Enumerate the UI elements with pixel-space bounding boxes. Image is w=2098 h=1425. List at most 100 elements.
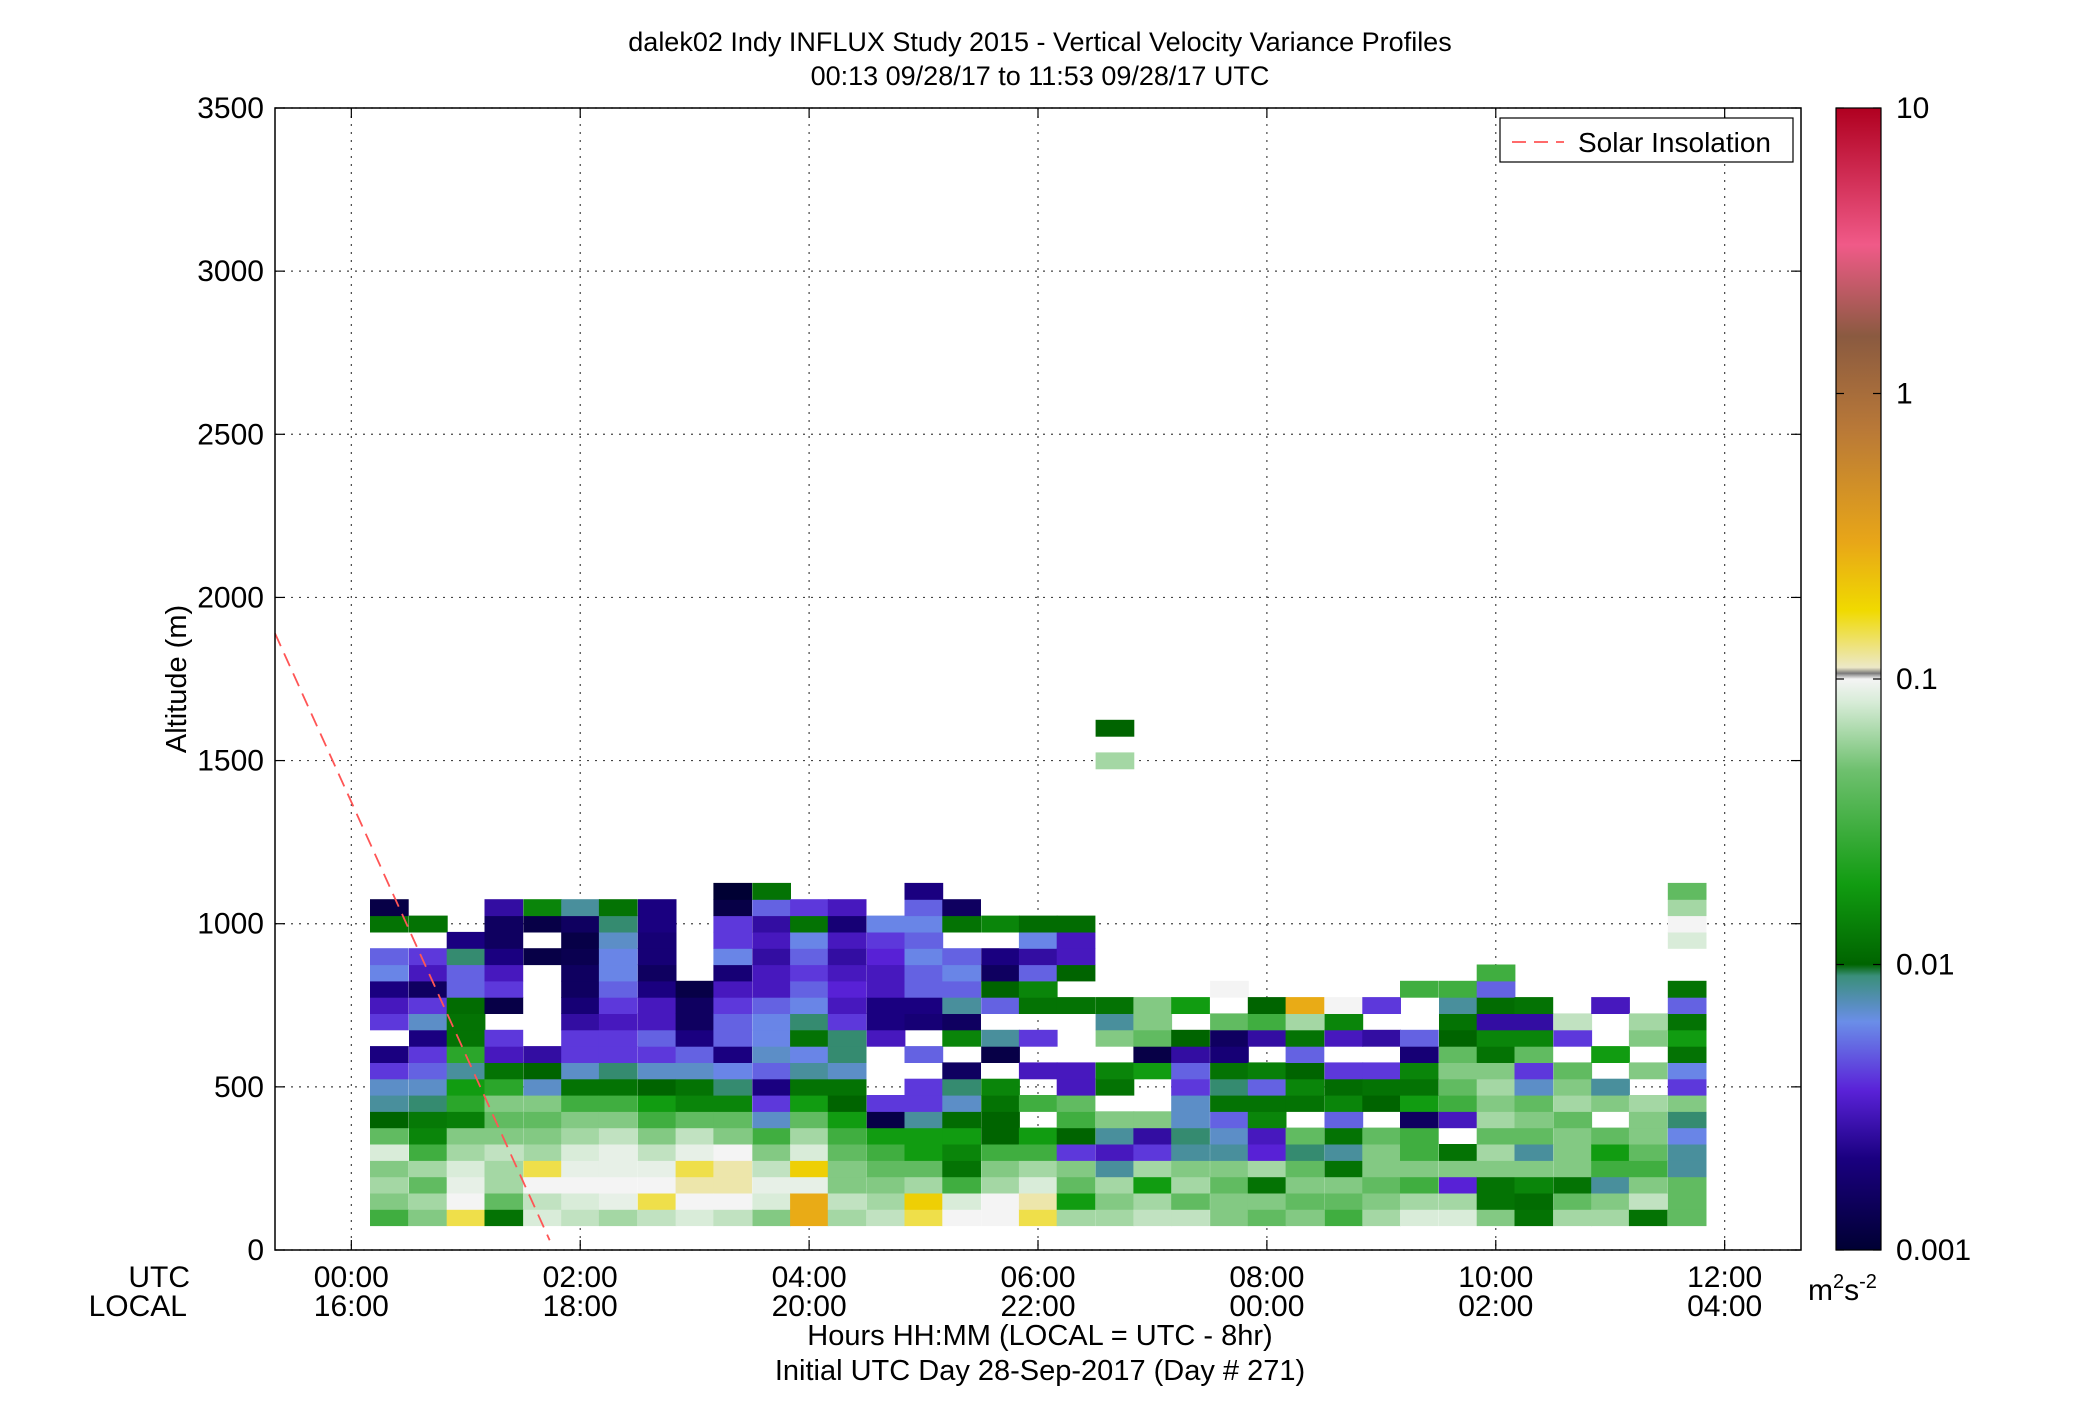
heatmap-cell-9-9	[713, 1062, 753, 1080]
heatmap-cell-6-13	[598, 997, 638, 1014]
heatmap-cell-16-5	[981, 1127, 1020, 1145]
heatmap-cell-11-18	[790, 915, 829, 933]
heatmap-cell-21-2	[1171, 1176, 1210, 1194]
x-axis-label-2: Initial UTC Day 28-Sep-2017 (Day # 271)	[775, 1355, 1305, 1387]
heatmap-cell-32-5	[1591, 1127, 1630, 1145]
heatmap-cell-2-4	[446, 1144, 486, 1161]
heatmap-cell-22-5	[1210, 1127, 1249, 1145]
heatmap-cell-23-2	[1247, 1176, 1287, 1194]
heatmap-cell-23-11	[1247, 1013, 1287, 1031]
heatmap-cell-27-10	[1400, 1046, 1439, 1063]
heatmap-cell-17-12	[1018, 948, 1058, 966]
heatmap-cell-32-1	[1591, 1192, 1630, 1210]
heatmap-cell-26-9	[1362, 1029, 1401, 1047]
heatmap-cell-24-7	[1285, 1078, 1325, 1096]
heatmap-cell-7-16	[637, 948, 677, 966]
heatmap-cell-30-3	[1514, 1160, 1554, 1178]
heatmap-cell-34-5	[1667, 1127, 1707, 1145]
heatmap-cell-28-2	[1439, 1176, 1478, 1194]
heatmap-cell-20-0	[1133, 1209, 1173, 1227]
heatmap-cell-16-12	[981, 980, 1020, 998]
heatmap-cell-12-10	[827, 1046, 867, 1063]
heatmap-cell-17-13	[1018, 931, 1058, 949]
heatmap-cell-19-2	[1095, 1176, 1135, 1194]
heatmap-cell-7-6	[637, 1111, 677, 1129]
heatmap-cell-9-17	[713, 931, 753, 949]
heatmap-cell-9-7	[713, 1095, 753, 1112]
heatmap-cell-31-7	[1553, 1095, 1593, 1112]
heatmap-cell-28-0	[1439, 1209, 1478, 1227]
heatmap-cell-15-1	[942, 1192, 981, 1210]
heatmap-cell-28-6	[1439, 1095, 1478, 1112]
heatmap-cell-19-8	[1095, 1062, 1135, 1080]
heatmap-cell-21-8	[1171, 1078, 1210, 1096]
heatmap-cell-8-4	[675, 1144, 715, 1161]
heatmap-cell-22-11	[1210, 1029, 1249, 1047]
heatmap-cell-25-0	[1324, 1209, 1364, 1227]
heatmap-cell-33-8	[1628, 1062, 1668, 1080]
heatmap-cell-5-6	[561, 1111, 600, 1129]
heatmap-cell-5-5	[561, 1127, 600, 1145]
heatmap-cell-12-4	[827, 1144, 867, 1161]
heatmap-cell-14-6	[904, 1111, 944, 1129]
heatmap-cell-11-4	[790, 1144, 829, 1161]
heatmap-cell-11-8	[790, 1078, 829, 1096]
heatmap-cell-23-3	[1247, 1160, 1287, 1178]
heatmap-cell-20-10	[1133, 1013, 1173, 1031]
heatmap-cell-31-1	[1553, 1192, 1593, 1210]
heatmap-cell-15-9	[942, 1062, 981, 1080]
heatmap-cell-4-5	[523, 1127, 563, 1145]
heatmap-cell-2-12	[446, 1013, 486, 1031]
heatmap-cell-7-14	[637, 980, 677, 998]
heatmap-cell-20-11	[1133, 997, 1173, 1014]
heatmap-cell-18-3	[1056, 1160, 1096, 1178]
heatmap-cell-22-0	[1210, 1209, 1249, 1227]
heatmap-cell-33-3	[1628, 1160, 1668, 1178]
heatmap-cell-24-3	[1285, 1160, 1325, 1178]
heatmap-cell-22-8	[1210, 1078, 1249, 1096]
x-tick-label-local-2: 20:00	[772, 1290, 847, 1323]
heatmap-cell-21-9	[1171, 1062, 1210, 1080]
heatmap-cell-6-16	[598, 948, 638, 966]
heatmap-cell-6-9	[598, 1062, 638, 1080]
heatmap-cell-13-6	[866, 1111, 906, 1129]
heatmap-cell-14-15	[904, 931, 944, 949]
heatmap-cell-34-4	[1667, 1144, 1707, 1161]
heatmap-cell-28-8	[1439, 1062, 1478, 1080]
heatmap-cell-9-8	[713, 1078, 753, 1096]
heatmap-cell-9-18	[713, 915, 753, 933]
heatmap-cell-4-3	[523, 1160, 563, 1178]
heatmap-cell-3-17	[484, 915, 524, 933]
heatmap-cell-22-1	[1210, 1192, 1249, 1210]
heatmap-cell-6-17	[598, 931, 638, 949]
heatmap-cell-14-13	[904, 964, 944, 982]
heatmap-cell-24-6	[1285, 1095, 1325, 1112]
heatmap-cell-7-5	[637, 1127, 677, 1145]
heatmap-cell-21-0	[1171, 1209, 1210, 1227]
heatmap-cell-25-6	[1324, 1111, 1364, 1129]
heatmap-cell-19-3	[1095, 1160, 1135, 1178]
heatmap-cell-15-6	[942, 1111, 981, 1129]
heatmap-cell-18-7	[1056, 1095, 1096, 1112]
heatmap-cell-1-15	[409, 964, 448, 982]
heatmap-cell-14-11	[904, 997, 944, 1014]
heatmap-cell-0-1	[370, 1192, 409, 1210]
heatmap-cell-6-1	[598, 1192, 638, 1210]
heatmap-cell-5-8	[561, 1078, 600, 1096]
heatmap-cell-17-3	[1018, 1160, 1058, 1178]
heatmap-cell-19-4	[1095, 1144, 1135, 1161]
heatmap-cell-31-8	[1553, 1078, 1593, 1096]
heatmap-cell-25-1	[1324, 1192, 1364, 1210]
heatmap-cell-2-2	[446, 1176, 486, 1194]
heatmap-cell-1-0	[409, 1209, 448, 1227]
heatmap-cell-10-10	[752, 1046, 791, 1063]
heatmap-cell-19-10	[1095, 1013, 1135, 1031]
heatmap-cell-19-0	[1095, 1209, 1135, 1227]
heatmap-cell-11-12	[790, 1013, 829, 1031]
heatmap-cell-2-13	[446, 997, 486, 1014]
heatmap-cell-15-2	[942, 1176, 981, 1194]
heatmap-cell-0-16	[370, 915, 409, 933]
heatmap-cell-0-3	[370, 1160, 409, 1178]
heatmap-cell-21-4	[1171, 1144, 1210, 1161]
heatmap-cell-5-4	[561, 1144, 600, 1161]
